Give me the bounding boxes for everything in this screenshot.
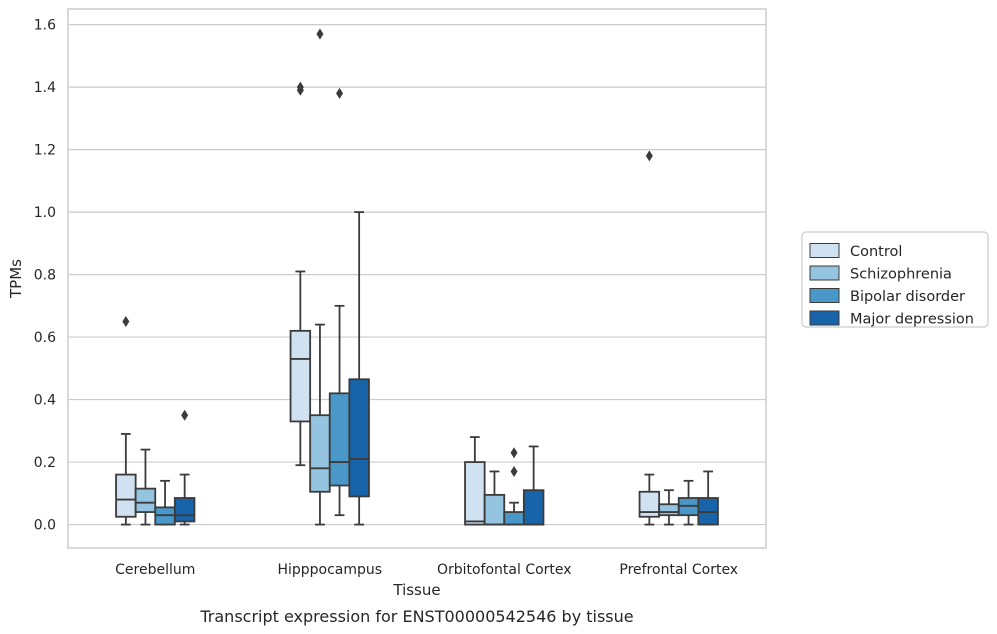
legend-label: Control: [850, 244, 902, 260]
box-iqr: [658, 503, 680, 517]
x-tick-labels: Cerebellum Hipppocampus Orbitofontal Corte…: [115, 562, 738, 578]
y-tick-label: 0.8: [34, 268, 56, 284]
outlier-point: [645, 150, 653, 162]
legend-label: Schizophrenia: [850, 267, 952, 283]
outlier-point: [122, 315, 130, 327]
chart-caption: Transcript expression for ENST0000054254…: [199, 607, 633, 626]
y-axis-label: TPMs: [7, 259, 25, 299]
y-tick-label: 1.6: [34, 18, 56, 34]
y-tick-labels: 0.0 0.2 0.4 0.6 0.8 1.0 1.2 1.4 1.6: [34, 18, 56, 534]
box-bipolar-disorder: [154, 479, 176, 526]
box-schizophrenia: [658, 489, 680, 526]
y-tick-label: 0.4: [34, 393, 56, 409]
legend-frame: [801, 231, 989, 328]
outlier-point: [510, 465, 518, 477]
legend-swatch: [809, 288, 840, 303]
outlier-point: [510, 447, 518, 459]
box-iqr: [503, 511, 525, 526]
x-tick-label: Hipppocampus: [277, 562, 382, 578]
box-schizophrenia: [309, 28, 331, 526]
box-iqr: [115, 473, 137, 518]
outlier-point: [296, 81, 304, 93]
outlier-point: [316, 28, 324, 40]
x-axis-label: Tissue: [392, 581, 440, 599]
box-iqr: [309, 414, 331, 493]
box-bipolar-disorder: [677, 479, 700, 526]
legend-swatch: [809, 265, 840, 281]
box-bipolar-disorder: [328, 87, 351, 517]
legend-label: Major depression: [850, 312, 974, 328]
y-tick-label: 0.0: [34, 518, 56, 534]
outlier-point: [181, 409, 189, 421]
box-iqr: [483, 493, 506, 526]
plot-frame: [67, 8, 767, 549]
box-iqr: [638, 490, 661, 518]
y-tick-label: 0.2: [34, 455, 56, 471]
box-control: [464, 436, 486, 526]
legend-swatch: [809, 243, 840, 258]
box-iqr: [134, 487, 157, 513]
x-tick-label: Prefrontal Cortex: [619, 562, 738, 578]
legend: Control Schizophrenia Bipolar disorder Majo…: [801, 231, 989, 328]
box-control: [115, 315, 137, 526]
box-major-depression: [697, 470, 719, 526]
outlier-point: [336, 87, 344, 99]
box-iqr: [522, 489, 545, 526]
y-tick-label: 0.6: [34, 330, 56, 346]
box-bipolar-disorder: [503, 447, 525, 526]
boxes: [115, 28, 719, 526]
x-tick-label: Orbitofontal Cortex: [437, 562, 572, 578]
x-tick-label: Cerebellum: [115, 562, 195, 578]
y-tick-label: 1.4: [34, 80, 56, 96]
box-schizophrenia: [483, 470, 506, 526]
legend-swatch: [809, 310, 840, 326]
box-iqr: [289, 329, 312, 423]
box-major-depression: [522, 445, 545, 526]
legend-label: Bipolar disorder: [850, 289, 965, 305]
box-control: [289, 81, 312, 467]
box-iqr: [464, 461, 486, 526]
box-major-depression: [173, 409, 196, 526]
box-schizophrenia: [134, 448, 157, 526]
box-iqr: [348, 378, 370, 498]
gridlines: [68, 24, 766, 526]
y-tick-label: 1.0: [34, 205, 56, 221]
y-tick-label: 1.2: [34, 143, 56, 159]
box-iqr: [173, 497, 196, 523]
box-major-depression: [348, 211, 370, 526]
box-iqr: [328, 392, 351, 487]
